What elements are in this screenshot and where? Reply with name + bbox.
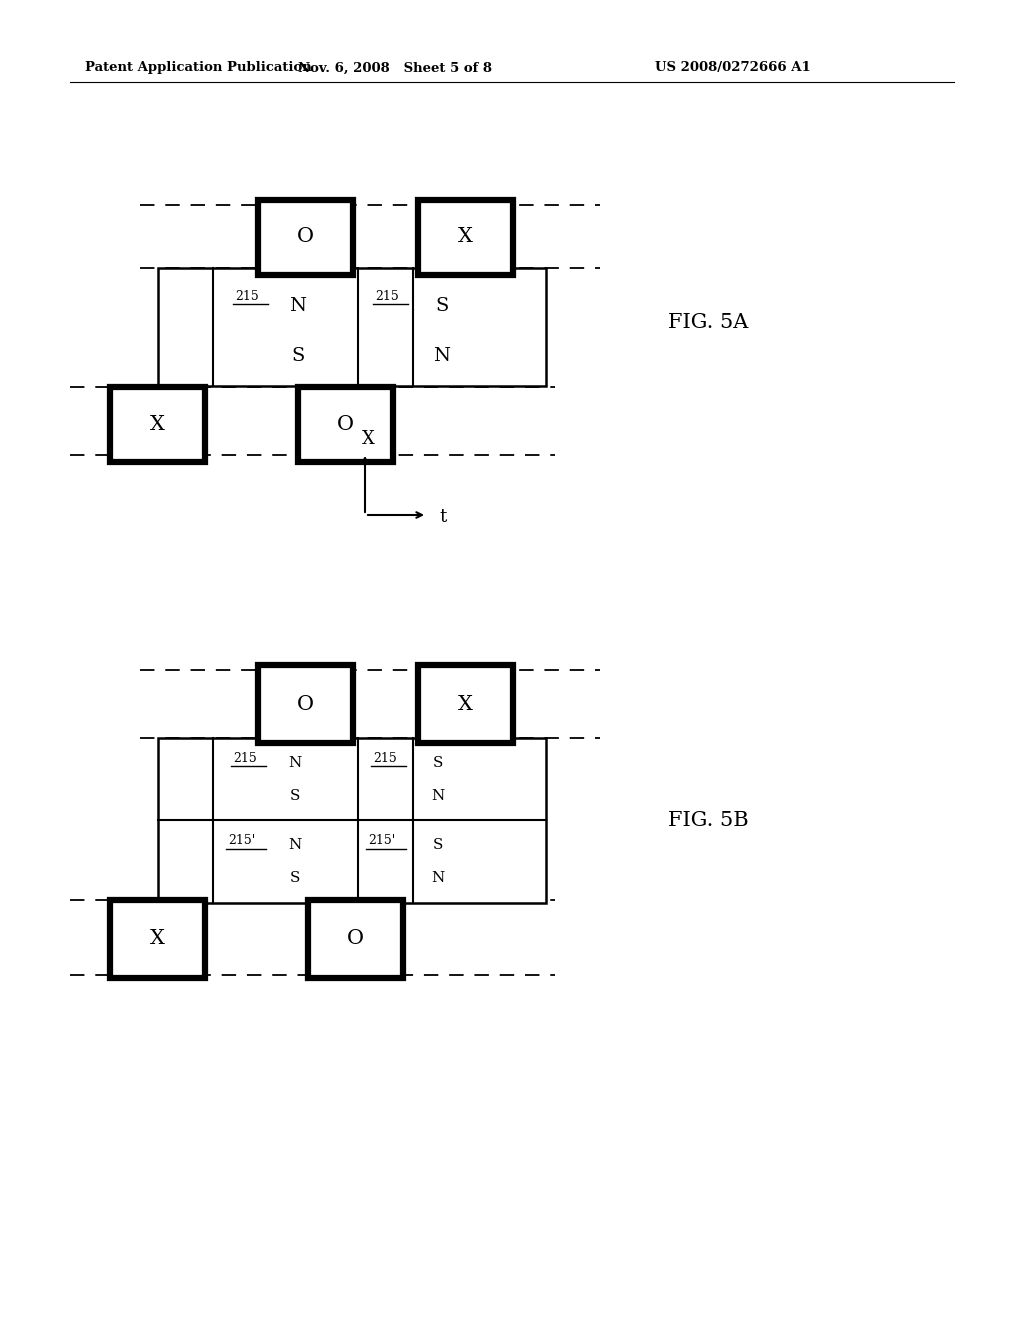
Text: N: N — [289, 756, 302, 770]
Text: 215: 215 — [233, 751, 257, 764]
Bar — [258, 665, 353, 743]
Text: X: X — [458, 694, 472, 714]
Text: O: O — [297, 227, 313, 247]
Text: X: X — [150, 414, 165, 433]
Text: O: O — [297, 694, 313, 714]
Text: t: t — [439, 508, 446, 525]
Bar — [308, 900, 403, 978]
Text: US 2008/0272666 A1: US 2008/0272666 A1 — [655, 62, 811, 74]
Text: O: O — [337, 414, 353, 433]
Text: N: N — [433, 347, 451, 366]
Bar — [418, 201, 513, 275]
Bar — [418, 665, 513, 743]
Text: N: N — [431, 871, 444, 884]
Text: S: S — [435, 297, 449, 315]
Text: O: O — [346, 929, 364, 949]
Bar — [298, 387, 393, 462]
Text: Nov. 6, 2008   Sheet 5 of 8: Nov. 6, 2008 Sheet 5 of 8 — [298, 62, 492, 74]
Text: 215: 215 — [375, 289, 398, 302]
Text: 215': 215' — [228, 833, 255, 846]
Bar — [258, 201, 353, 275]
Text: X: X — [361, 430, 375, 447]
Bar — [158, 738, 546, 903]
Bar — [110, 900, 205, 978]
Text: 215: 215 — [234, 289, 259, 302]
Bar — [158, 268, 546, 385]
Text: S: S — [290, 789, 300, 803]
Text: S: S — [290, 871, 300, 884]
Text: FIG. 5B: FIG. 5B — [668, 810, 749, 829]
Text: N: N — [289, 838, 302, 851]
Text: 215: 215 — [373, 751, 396, 764]
Text: 215': 215' — [368, 833, 395, 846]
Text: S: S — [433, 756, 443, 770]
Text: Patent Application Publication: Patent Application Publication — [85, 62, 311, 74]
Text: FIG. 5A: FIG. 5A — [668, 314, 749, 333]
Text: N: N — [431, 789, 444, 803]
Text: X: X — [150, 929, 165, 949]
Bar — [110, 387, 205, 462]
Text: S: S — [433, 838, 443, 851]
Text: S: S — [292, 347, 304, 366]
Text: X: X — [458, 227, 472, 247]
Text: N: N — [290, 297, 306, 315]
